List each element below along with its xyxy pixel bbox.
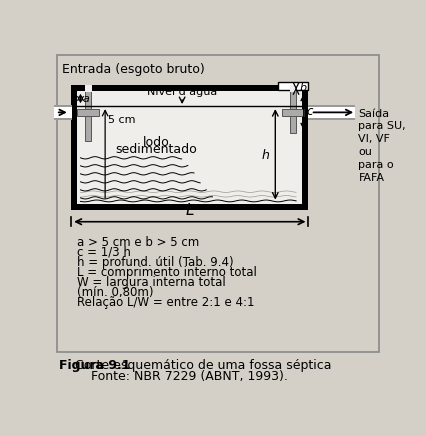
- Bar: [86, 91, 91, 141]
- Bar: [71, 85, 308, 91]
- Text: W = largura interna total: W = largura interna total: [78, 276, 226, 289]
- Text: b: b: [299, 83, 306, 93]
- Text: Entrada (esgoto bruto): Entrada (esgoto bruto): [62, 63, 205, 76]
- Text: Nível d’água: Nível d’água: [147, 86, 217, 97]
- Text: h: h: [262, 149, 270, 162]
- Text: sedimentado: sedimentado: [115, 143, 197, 156]
- Text: lodo: lodo: [143, 136, 170, 149]
- Text: 5 cm: 5 cm: [108, 116, 136, 126]
- Text: Fonte: NBR 7229 (ABNT, 1993).: Fonte: NBR 7229 (ABNT, 1993).: [59, 370, 288, 382]
- Bar: [78, 91, 302, 204]
- Text: Corte esquemático de uma fossa séptica: Corte esquemático de uma fossa séptica: [59, 359, 331, 372]
- Bar: [71, 85, 78, 210]
- Text: c = 1/3 h: c = 1/3 h: [78, 245, 131, 259]
- Bar: [282, 109, 304, 116]
- Text: a: a: [83, 93, 90, 103]
- Bar: [308, 107, 354, 118]
- Bar: [291, 91, 296, 133]
- Bar: [54, 105, 72, 120]
- Text: Saída
para SU,
VI, VF
ou
para o
FAFA: Saída para SU, VI, VF ou para o FAFA: [358, 109, 406, 183]
- Bar: [302, 85, 308, 210]
- Bar: [78, 109, 99, 116]
- Bar: [58, 55, 379, 352]
- Text: L = comprimento interno total: L = comprimento interno total: [78, 266, 257, 279]
- Bar: [278, 82, 308, 90]
- Text: L: L: [186, 203, 194, 218]
- Text: Relação L/W = entre 2:1 e 4:1: Relação L/W = entre 2:1 e 4:1: [78, 296, 255, 309]
- Text: (mín. 0,80m): (mín. 0,80m): [78, 286, 154, 299]
- Bar: [308, 105, 354, 120]
- Text: a > 5 cm e b > 5 cm: a > 5 cm e b > 5 cm: [78, 235, 200, 249]
- Bar: [85, 85, 92, 92]
- Bar: [54, 107, 72, 118]
- Text: c: c: [307, 106, 314, 119]
- Text: h = profund. útil (Tab. 9.4): h = profund. útil (Tab. 9.4): [78, 255, 234, 269]
- Bar: [290, 85, 296, 92]
- Bar: [71, 204, 308, 210]
- Text: Figura 9.1: Figura 9.1: [59, 359, 130, 372]
